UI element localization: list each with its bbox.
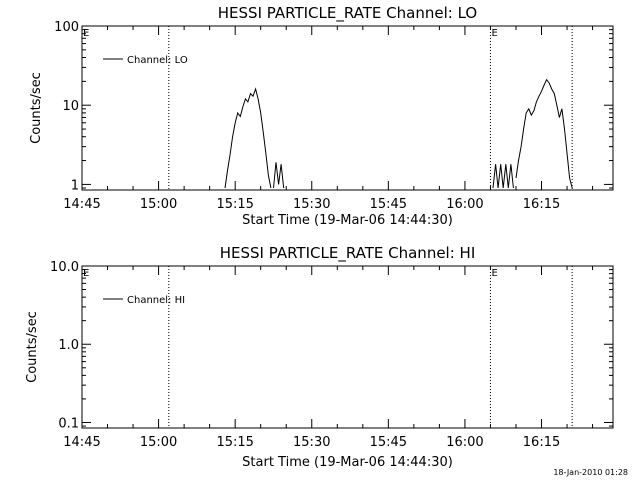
x-tick-label: 16:00	[446, 435, 483, 450]
x-tick-label: 15:00	[140, 197, 177, 212]
x-tick-label: 15:30	[293, 435, 330, 450]
hi-channel-panel: HESSI PARTICLE_RATE Channel: HI 14:45 15:0…	[25, 244, 614, 470]
series-line	[273, 162, 285, 189]
x-axis-label: Start Time (19-Mar-06 14:44:30)	[242, 213, 453, 228]
series-line	[224, 87, 272, 189]
y-tick-label: 10.0	[50, 260, 79, 275]
x-tick-label: 15:15	[216, 435, 253, 450]
date-stamp: 18-Jan-2010 01:28	[553, 468, 628, 477]
y-tick-label: 1	[71, 178, 79, 193]
corner-event-label: E	[83, 268, 89, 279]
legend-label: Channel: HI	[127, 295, 185, 306]
x-tick-label: 15:30	[293, 197, 330, 212]
x-tick-label: 16:15	[523, 197, 560, 212]
x-tick-label: 15:45	[370, 197, 407, 212]
x-tick-label: 14:45	[63, 197, 100, 212]
x-tick-label: 16:15	[523, 435, 560, 450]
y-axis-label: Counts/sec	[25, 311, 40, 383]
chart-title: HESSI PARTICLE_RATE Channel: HI	[220, 244, 476, 263]
series-line	[515, 78, 573, 189]
y-tick-label: 100	[54, 20, 79, 35]
y-axis-label: Counts/sec	[29, 72, 44, 144]
x-tick-label: 16:00	[446, 197, 483, 212]
chart-title: HESSI PARTICLE_RATE Channel: LO	[218, 4, 477, 23]
corner-event-label: E	[83, 28, 89, 39]
x-tick-label: 14:45	[63, 435, 100, 450]
y-tick-label: 10	[62, 99, 79, 114]
x-tick-label: 15:00	[140, 435, 177, 450]
x-axis-label: Start Time (19-Mar-06 14:44:30)	[242, 455, 453, 470]
plot-frame	[81, 265, 614, 429]
legend-label: Channel: LO	[127, 55, 188, 66]
y-tick-label: 0.1	[58, 416, 79, 431]
series-line	[492, 164, 514, 189]
y-tick-label: 1.0	[58, 338, 79, 353]
lo-channel-panel: HESSI PARTICLE_RATE Channel: LO 14:45 15:0…	[29, 4, 614, 228]
x-tick-label: 15:15	[216, 197, 253, 212]
x-tick-label: 15:45	[370, 435, 407, 450]
plot-frame	[81, 25, 614, 191]
time-marker-label: E	[491, 28, 497, 39]
time-marker-label: E	[491, 268, 497, 279]
